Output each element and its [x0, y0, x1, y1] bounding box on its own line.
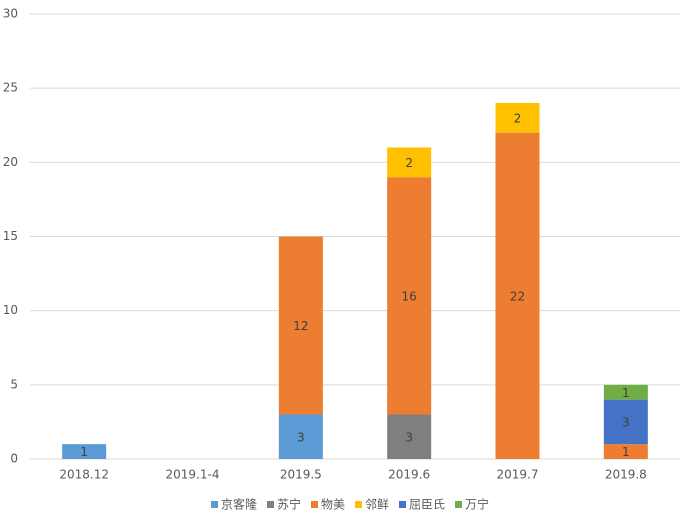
data-label: 16	[402, 289, 417, 303]
bar-segment	[387, 414, 432, 459]
data-label: 1	[622, 445, 630, 459]
x-tick-label: 2018.12	[59, 468, 109, 482]
legend-label: 万宁	[465, 497, 489, 512]
legend-swatch	[455, 501, 462, 508]
y-tick-label: 15	[3, 229, 18, 243]
bar-segment	[278, 414, 323, 459]
legend-label: 京客隆	[221, 497, 257, 512]
legend-swatch	[267, 501, 274, 508]
bar-segment	[495, 103, 540, 133]
data-label: 1	[622, 386, 630, 400]
data-label: 22	[510, 289, 525, 303]
legend-label: 邻鲜	[365, 498, 389, 512]
bar-segment	[62, 444, 107, 459]
bar-segment	[603, 399, 648, 445]
legend-label: 屈臣氏	[409, 498, 445, 512]
data-label: 2	[405, 156, 413, 170]
data-label: 3	[622, 415, 630, 429]
legend-swatch	[399, 501, 406, 508]
data-label: 3	[405, 430, 413, 444]
data-label: 12	[293, 319, 308, 333]
data-label: 3	[297, 430, 305, 444]
y-tick-label: 25	[3, 81, 18, 95]
bar-segment	[387, 177, 432, 415]
y-tick-label: 20	[3, 155, 18, 169]
legend-label: 物美	[321, 498, 345, 512]
bar-segment	[603, 384, 648, 400]
y-tick-label: 0	[10, 452, 18, 466]
y-tick-label: 5	[10, 377, 18, 391]
legend-swatch	[311, 501, 318, 508]
legend-swatch	[355, 501, 362, 508]
x-tick-label: 2019.8	[605, 468, 647, 482]
bar-segment	[495, 132, 540, 459]
data-label: 1	[80, 445, 88, 459]
x-tick-label: 2019.5	[280, 468, 322, 482]
x-tick-label: 2019.6	[388, 468, 430, 482]
bar-segment	[387, 147, 432, 178]
bar-segment	[603, 444, 648, 459]
x-tick-label: 2019.7	[497, 468, 539, 482]
y-tick-label: 30	[3, 7, 18, 21]
x-tick-label: 2019.1-4	[166, 468, 220, 482]
bar-segment	[278, 236, 323, 415]
data-label: 2	[514, 111, 522, 125]
legend-swatch	[211, 501, 218, 508]
y-tick-label: 10	[3, 303, 18, 317]
legend-label: 苏宁	[277, 497, 301, 512]
